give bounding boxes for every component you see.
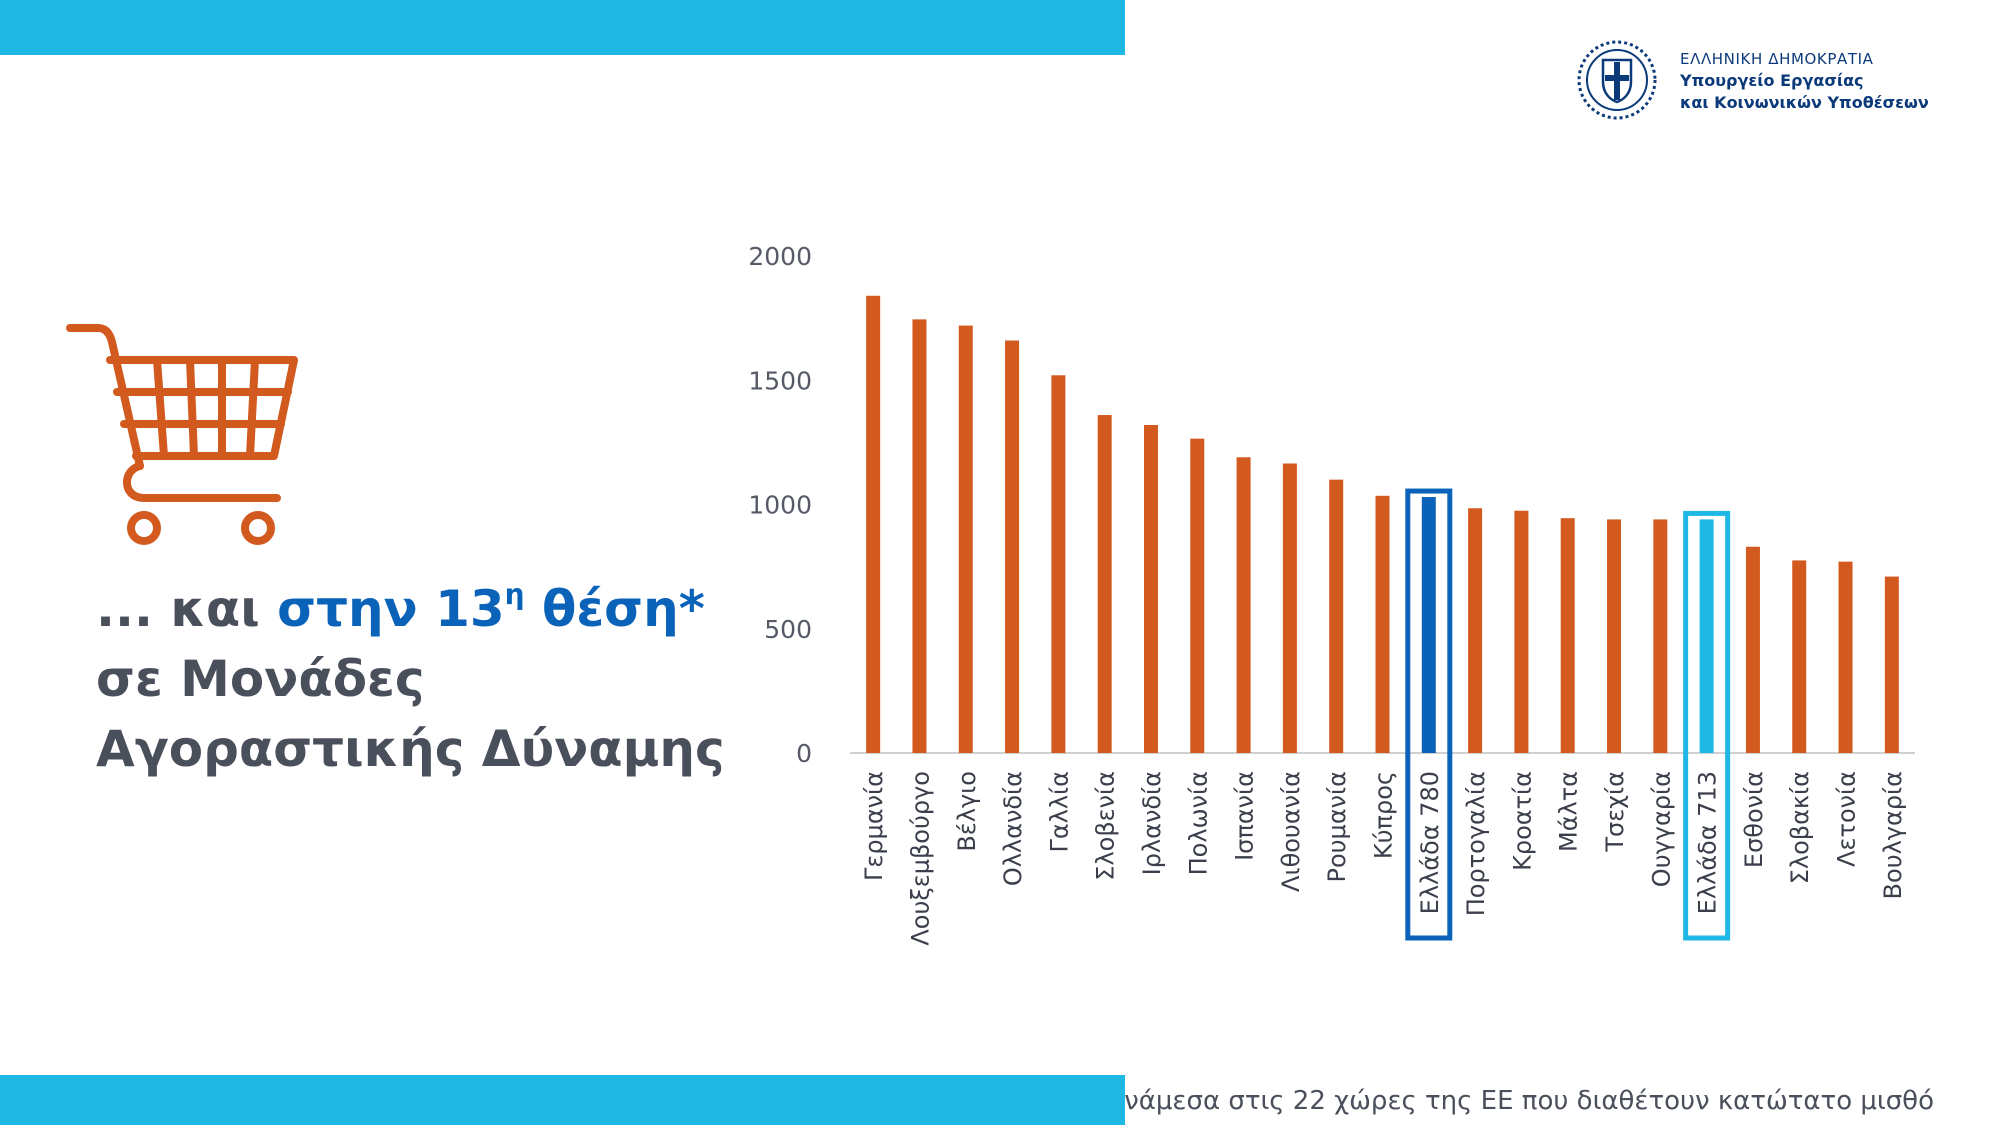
bar [1699, 519, 1714, 753]
y-tick-label: 0 [796, 739, 812, 768]
category-label: Τσεχία [1601, 771, 1629, 853]
category-label: Λετονία [1833, 771, 1861, 867]
bottom-accent-band [0, 1075, 1125, 1125]
category-label: Μάλτα [1555, 771, 1583, 852]
bar [1792, 560, 1807, 753]
headline: ... και στην 13η θέση* σε Μονάδες Αγορασ… [96, 560, 725, 784]
footnote: *ανάμεσα στις 22 χώρες της ΕΕ που διαθέτ… [1094, 1086, 1934, 1116]
bar [1838, 561, 1853, 753]
bar [958, 325, 973, 753]
y-tick-label: 2000 [748, 242, 812, 271]
category-label: Γερμανία [860, 771, 888, 881]
y-tick-label: 1500 [748, 366, 812, 395]
category-label: Λουξεμβούργο [906, 771, 934, 946]
category-label: Βουλγαρία [1879, 771, 1907, 899]
category-label: Ολλανδία [999, 771, 1027, 886]
bar [1514, 510, 1529, 753]
bar [1607, 519, 1622, 753]
category-label: Λιθουανία [1277, 771, 1305, 892]
bar [1375, 495, 1390, 753]
logo-line-state: ΕΛΛΗΝΙΚΗ ΔΗΜΟΚΡΑΤΙΑ [1680, 50, 1874, 68]
y-tick-label: 500 [764, 615, 812, 644]
bar [1653, 519, 1668, 753]
category-label: Ρουμανία [1323, 771, 1351, 882]
category-label: Σλοβακία [1786, 771, 1814, 884]
category-label: Κροατία [1508, 771, 1536, 871]
headline-line-3: Αγοραστικής Δύναμης [96, 720, 725, 778]
category-label: Ελλάδα 713 [1694, 771, 1722, 914]
y-tick-label: 1000 [748, 491, 812, 520]
bar [1005, 340, 1020, 753]
bar [1884, 576, 1899, 753]
bar [1236, 457, 1251, 753]
bar [1282, 463, 1297, 753]
category-label: Κύπρος [1370, 771, 1398, 859]
category-label: Ισπανία [1231, 771, 1259, 861]
category-label: Εσθονία [1740, 771, 1768, 868]
top-accent-band [0, 0, 1125, 55]
bar-chart-svg: 0 500 1000 1500 2000 Γερμανία Λουξεμβούργο Βέλγ… [748, 242, 1915, 946]
headline-superscript: η [504, 578, 525, 611]
highlight-box [1405, 488, 1453, 941]
category-label: Ελλάδα 780 [1416, 771, 1444, 914]
category-label: Βέλγιο [953, 771, 981, 852]
headline-line-1: ... και στην 13η θέση* [96, 560, 725, 644]
shopping-cart-icon [62, 316, 302, 550]
bar [1745, 546, 1760, 753]
bar [1421, 497, 1436, 753]
category-label: Ουγγαρία [1647, 771, 1675, 887]
headline-accent: στην 13η θέση* [277, 578, 705, 638]
bar [1143, 424, 1158, 753]
greek-coat-of-arms-icon [1577, 40, 1657, 120]
logo-line-ministry: Υπουργείο Εργασίας [1680, 71, 1864, 90]
bar [866, 295, 881, 753]
category-label: Σλοβενία [1092, 771, 1120, 881]
highlight-box [1683, 510, 1731, 941]
ministry-logo: ΕΛΛΗΝΙΚΗ ΔΗΜΟΚΡΑΤΙΑ Υπουργείο Εργασίας κ… [1575, 38, 1995, 128]
bar [1051, 375, 1066, 753]
logo-line-ministry-2: και Κοινωνικών Υποθέσεων [1680, 93, 1929, 112]
category-label: Γαλλία [1045, 771, 1073, 853]
bar [1097, 415, 1112, 753]
bar [1190, 438, 1205, 753]
bar-chart: 0 500 1000 1500 2000 Γερμανία Λουξεμβούργο Βέλγ… [730, 230, 1930, 994]
headline-prefix: ... και [96, 580, 278, 638]
bar [1329, 479, 1344, 753]
headline-accent-end: θέση* [524, 580, 705, 638]
category-label: Πορτογαλία [1462, 771, 1490, 916]
category-label: Πολωνία [1184, 771, 1212, 875]
bar [912, 319, 927, 753]
headline-accent-text: στην 13 [277, 580, 505, 638]
headline-line-2: σε Μονάδες [96, 650, 425, 708]
category-label: Ιρλανδία [1138, 771, 1166, 875]
bar [1468, 508, 1483, 753]
bar [1560, 518, 1575, 753]
